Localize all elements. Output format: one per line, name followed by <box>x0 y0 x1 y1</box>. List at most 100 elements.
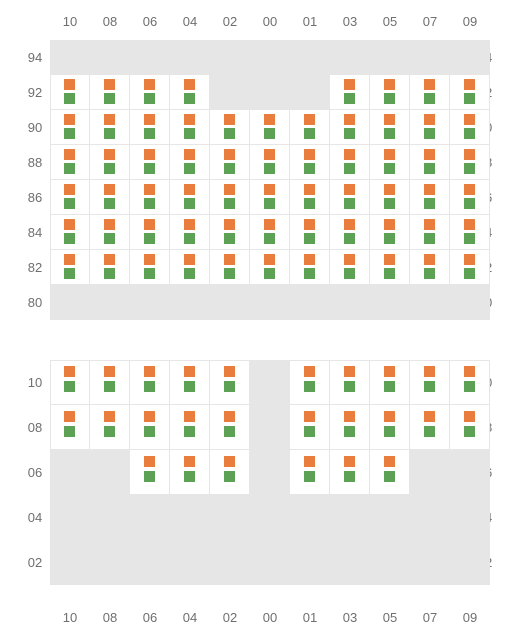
status-square-top <box>104 411 115 422</box>
status-square-top <box>424 149 435 160</box>
status-square-top <box>344 79 355 90</box>
column-label: 07 <box>410 610 450 625</box>
cell <box>210 450 250 495</box>
cell <box>50 215 90 250</box>
cell <box>410 40 450 75</box>
status-square-bottom <box>184 268 195 279</box>
column-labels: 1008060402000103050709 <box>0 14 520 34</box>
status-square-bottom <box>384 426 395 437</box>
cell <box>370 250 410 285</box>
status-square-bottom <box>384 128 395 139</box>
cell <box>210 145 250 180</box>
status-square-bottom <box>184 128 195 139</box>
status-square-top <box>64 366 75 377</box>
status-square-top <box>224 184 235 195</box>
status-square-top <box>424 79 435 90</box>
status-square-top <box>144 79 155 90</box>
status-square-bottom <box>104 426 115 437</box>
cell <box>330 285 370 320</box>
cell <box>290 145 330 180</box>
column-label: 00 <box>250 14 290 29</box>
status-square-bottom <box>304 233 315 244</box>
cell <box>450 110 490 145</box>
status-square-top <box>104 79 115 90</box>
cell <box>90 285 130 320</box>
status-square-top <box>184 79 195 90</box>
cell <box>90 215 130 250</box>
cell <box>450 405 490 450</box>
cell <box>130 75 170 110</box>
status-square-bottom <box>384 268 395 279</box>
status-square-bottom <box>104 233 115 244</box>
status-square-bottom <box>104 268 115 279</box>
status-square-bottom <box>464 426 475 437</box>
status-square-bottom <box>144 163 155 174</box>
status-square-top <box>64 254 75 265</box>
status-square-top <box>264 149 275 160</box>
cell <box>250 75 290 110</box>
cell <box>410 495 450 540</box>
cell <box>370 75 410 110</box>
status-square-top <box>144 366 155 377</box>
cell <box>370 450 410 495</box>
status-square-top <box>224 149 235 160</box>
status-square-bottom <box>64 233 75 244</box>
status-square-bottom <box>264 128 275 139</box>
cell <box>250 495 290 540</box>
status-square-top <box>144 149 155 160</box>
status-square-top <box>464 79 475 90</box>
cell <box>250 250 290 285</box>
column-label: 05 <box>370 610 410 625</box>
status-square-top <box>104 184 115 195</box>
cell <box>210 495 250 540</box>
status-square-bottom <box>464 268 475 279</box>
row-label-left: 08 <box>20 420 50 435</box>
status-square-bottom <box>144 198 155 209</box>
cell <box>290 540 330 585</box>
status-square-top <box>104 366 115 377</box>
status-square-top <box>464 366 475 377</box>
status-square-top <box>104 114 115 125</box>
column-label: 08 <box>90 610 130 625</box>
column-label: 05 <box>370 14 410 29</box>
column-label: 10 <box>50 610 90 625</box>
cell <box>210 250 250 285</box>
cell <box>250 450 290 495</box>
status-square-bottom <box>304 268 315 279</box>
status-square-top <box>464 219 475 230</box>
status-square-top <box>144 254 155 265</box>
status-square-bottom <box>384 163 395 174</box>
status-square-bottom <box>264 233 275 244</box>
row-label-left: 80 <box>20 295 50 310</box>
status-square-top <box>344 184 355 195</box>
status-square-bottom <box>304 471 315 482</box>
cell <box>330 110 370 145</box>
cell <box>170 145 210 180</box>
status-square-bottom <box>144 471 155 482</box>
block-a-grid <box>50 40 490 320</box>
status-square-bottom <box>304 381 315 392</box>
status-square-bottom <box>64 163 75 174</box>
status-square-bottom <box>224 471 235 482</box>
column-label: 09 <box>450 610 490 625</box>
status-square-top <box>104 219 115 230</box>
column-label: 10 <box>50 14 90 29</box>
status-square-bottom <box>224 426 235 437</box>
cell <box>210 180 250 215</box>
row-label-left: 84 <box>20 225 50 240</box>
status-square-bottom <box>144 233 155 244</box>
cell <box>210 40 250 75</box>
status-square-bottom <box>424 233 435 244</box>
status-square-bottom <box>344 163 355 174</box>
cell <box>210 405 250 450</box>
status-square-bottom <box>184 471 195 482</box>
status-square-top <box>144 456 155 467</box>
status-square-top <box>384 79 395 90</box>
cell <box>170 250 210 285</box>
cell <box>410 540 450 585</box>
status-square-bottom <box>104 128 115 139</box>
cell <box>330 250 370 285</box>
status-square-top <box>424 366 435 377</box>
column-label: 01 <box>290 610 330 625</box>
column-label: 01 <box>290 14 330 29</box>
